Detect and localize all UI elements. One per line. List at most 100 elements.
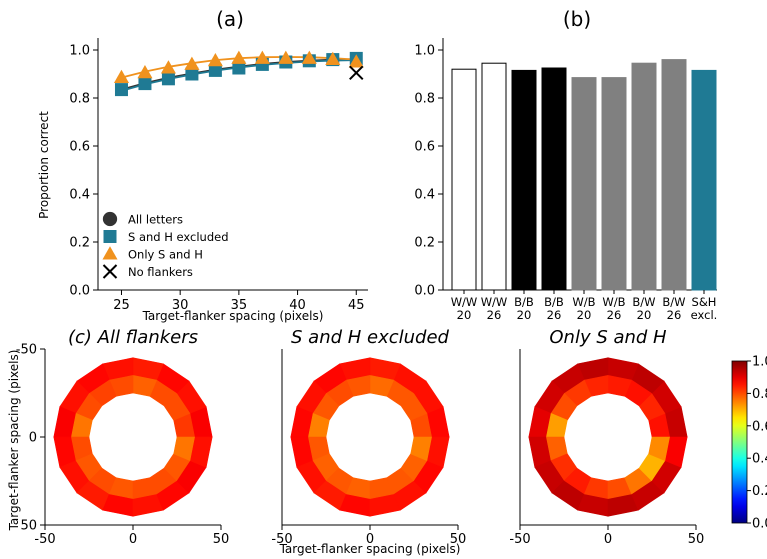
panel-a-y-tick-label: 0.8 xyxy=(69,92,90,107)
panel-b-x-tick-label: 20 xyxy=(517,308,532,322)
panel-c-ring-segment xyxy=(648,436,670,462)
panel-a-point xyxy=(114,83,128,97)
panel-c-colorbar-tick-label: 0.4 xyxy=(752,452,767,467)
panel-a-y-tick-label: 0.4 xyxy=(69,188,90,203)
panel-a-legend-marker xyxy=(102,246,118,260)
panel-c-ring-segment xyxy=(410,436,432,462)
panel-a-point xyxy=(301,50,317,64)
panel-a-y-ticks: 0.0 0.2 0.4 0.6 0.8 1.0 xyxy=(69,44,98,299)
panel-a-legend-label: No flankers xyxy=(128,265,193,279)
panel-c-x-tick-label: 50 xyxy=(688,532,705,547)
panel-b-title: (b) xyxy=(563,7,591,31)
panel-c-x-tick-label: 0 xyxy=(129,532,137,547)
panel-a-markers xyxy=(113,50,364,97)
panel-a-point xyxy=(348,54,364,68)
panel-b-y-ticks: 0.0 0.2 0.4 0.6 0.8 1.0 xyxy=(414,44,443,299)
panel-c-colorbar-tick-label: 0.6 xyxy=(752,419,767,434)
panel-a-title: (a) xyxy=(216,7,244,31)
panel-b-x-tick-label: 26 xyxy=(487,308,502,322)
panel-a-point xyxy=(137,65,153,79)
panel-c-y-label: Target-flanker spacing (pixels) xyxy=(7,350,21,532)
panel-b-y-tick-label: 1.0 xyxy=(414,44,435,59)
panel-c-subplot-title: (c) All flankers xyxy=(68,327,198,348)
panel-a-point xyxy=(349,65,364,81)
panel-a-legend-label: Only S and H xyxy=(128,248,203,262)
panel-a-x-tick-label: 30 xyxy=(172,298,189,313)
panel-a-point xyxy=(185,67,199,81)
panel-b-y-tick-label: 0.4 xyxy=(414,188,435,203)
panel-b-y-tick-label: 0.0 xyxy=(414,284,435,299)
panel-b-x-tick-label: W/B xyxy=(572,295,595,309)
panel-c-subplot: -50 0 50 S and H excluded xyxy=(271,327,466,547)
panel-a-y-tick-label: 0.6 xyxy=(69,140,90,155)
panel-c-x-tick-label: -50 xyxy=(509,532,530,547)
panel-a-x-ticks: 25 30 35 40 45 xyxy=(113,290,365,313)
panel-b-bar xyxy=(661,59,687,291)
panel-c-colorbar-tick-label: 1.0 xyxy=(752,355,767,370)
panel-a-y-label: Proportion correct xyxy=(37,111,51,219)
panel-b-x-tick-label: 20 xyxy=(457,308,472,322)
panel-a-point xyxy=(207,53,223,67)
panel-b-x-tick-label: 26 xyxy=(547,308,562,322)
panel-a-point xyxy=(208,63,222,77)
panel-c-subplot: -50 0 50 Only S and H xyxy=(509,327,704,547)
panel-a-legend: All letters S and H excluded Only S and H N… xyxy=(102,211,229,279)
panel-b-y-tick-label: 0.6 xyxy=(414,140,435,155)
panel-a-y-tick-label: 0.0 xyxy=(69,284,90,299)
panel-b-bar xyxy=(571,77,597,291)
panel-b-x-tick-label: excl. xyxy=(691,308,718,322)
panel-c-x-tick-label: 50 xyxy=(450,532,467,547)
panel-a-legend-marker xyxy=(102,264,118,279)
panel-b-x-tick-label: 20 xyxy=(637,308,652,322)
panel-b-x-tick-label: S&H xyxy=(692,295,717,309)
panel-a-point xyxy=(113,69,130,84)
panel-b-x-tick-label: 20 xyxy=(577,308,592,322)
panel-b-bar xyxy=(631,62,657,291)
panel-c-colorbar-scale xyxy=(731,360,748,524)
panel-b-y-tick-label: 0.8 xyxy=(414,92,435,107)
panel-c-colorbar-tick-label: 0.8 xyxy=(752,387,767,402)
panel-b-x-tick-label: 26 xyxy=(607,308,622,322)
panel-b-x-tick-label: 26 xyxy=(667,308,682,322)
panel-b: (b) 0.00.20.40.60.81.0 W/W20W/W26B/B20B/… xyxy=(414,7,717,322)
panel-a-x-tick-label: 25 xyxy=(113,298,130,313)
panel-c-x-tick-label: 50 xyxy=(213,532,230,547)
panel-c-y-tick-label: 50 xyxy=(20,519,37,534)
panel-b-x-tick-label: W/B xyxy=(602,295,625,309)
panel-b-x-tick-label: B/B xyxy=(514,295,534,309)
panel-c-x-tick-label: -50 xyxy=(34,532,55,547)
panel-a-y-tick-label: 1.0 xyxy=(69,44,90,59)
panel-c-subplot-title: S and H excluded xyxy=(291,327,450,348)
panel-a-legend-marker xyxy=(102,211,118,227)
panel-a-point xyxy=(231,50,247,64)
panel-b-bar xyxy=(451,68,477,291)
panel-a-point xyxy=(254,50,270,64)
panel-b-bars xyxy=(451,59,717,291)
panel-c-x-tick-label: -50 xyxy=(271,532,292,547)
panel-c-y-tick-label: 0 xyxy=(29,431,37,446)
panel-c-x-tick-label: 0 xyxy=(604,532,612,547)
panel-b-x-tick-label: W/W xyxy=(481,295,508,309)
panel-a-y-tick-label: 0.2 xyxy=(69,236,90,251)
panel-b-x-tick-label: W/W xyxy=(451,295,478,309)
panel-a-legend-label: S and H excluded xyxy=(128,230,229,244)
panel-a-point xyxy=(161,72,175,86)
panel-c-subplot-title: Only S and H xyxy=(549,327,667,348)
panel-b-x-tick-label: B/W xyxy=(632,295,655,309)
panel-b-bar xyxy=(691,69,717,291)
panel-a-point xyxy=(278,50,294,64)
panel-b-y-tick-label: 0.2 xyxy=(414,236,435,251)
panel-a-x-label: Target-flanker spacing (pixels) xyxy=(142,309,324,323)
panel-c-x-tick-label: 0 xyxy=(366,532,374,547)
panel-a: (a) 0.0 0.2 0.4 0.6 0.8 1.0 25 30 35 40 45 Target… xyxy=(37,7,368,323)
panel-a-x-tick-label: 45 xyxy=(348,298,365,313)
panel-c-colorbar: 0.0 0.2 0.4 0.6 0.8 1.0 xyxy=(731,355,767,532)
panel-b-x-tick-label: B/B xyxy=(544,295,564,309)
panel-b-bar xyxy=(511,69,537,291)
panel-b-x-labels: W/W20W/W26B/B20B/B26W/B20W/B26B/W20B/W26… xyxy=(451,290,718,322)
panel-c-y-tick-label: -50 xyxy=(16,343,37,358)
